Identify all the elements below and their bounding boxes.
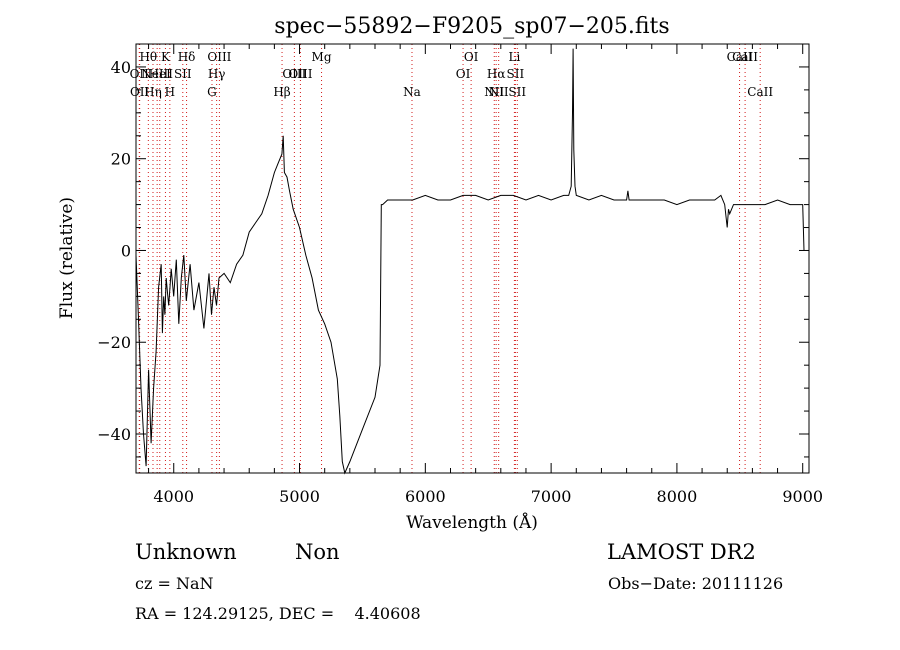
- y-tick-label: −40: [97, 425, 131, 444]
- spectral-line-label: SII: [508, 85, 526, 99]
- object-class: Unknown: [135, 540, 237, 564]
- survey-name: LAMOST DR2: [607, 540, 756, 564]
- spectral-line-label: CaII: [732, 50, 758, 64]
- spectral-line-label: Hβ: [273, 85, 290, 99]
- spectral-line-label: OII: [130, 67, 150, 81]
- spectral-line-label: Na: [403, 85, 421, 99]
- spectral-line-label: SII: [174, 67, 192, 81]
- spectral-line-label: HeI: [149, 67, 172, 81]
- y-tick-label: 0: [121, 241, 131, 260]
- spectral-line-label: OIII: [282, 67, 306, 81]
- x-tick-label: 7000: [531, 487, 572, 506]
- x-tick-label: 8000: [657, 487, 698, 506]
- spectral-line-label: CaII: [727, 50, 753, 64]
- x-tick-label: 9000: [782, 487, 823, 506]
- flux-series-line: [135, 48, 805, 475]
- spectral-line-label: Hα: [487, 67, 506, 81]
- spectral-line-label: CaII: [747, 85, 773, 99]
- spectral-line-label: Hδ: [178, 50, 196, 64]
- redshift-cz: cz = NaN: [135, 574, 214, 593]
- x-axis-label: Wavelength (Å): [406, 512, 538, 533]
- spectral-line-label: SII: [507, 67, 525, 81]
- spectral-line-label: NeIII: [141, 67, 173, 81]
- y-axis-label: Flux (relative): [57, 197, 77, 319]
- spectral-line-label: OIII: [207, 50, 231, 64]
- spectral-line-label: NII: [489, 85, 509, 99]
- spectral-line-label: H: [165, 85, 175, 99]
- x-tick-label: 6000: [405, 487, 446, 506]
- spectral-line-label: OI: [456, 67, 471, 81]
- spectral-line-label: G: [207, 85, 217, 99]
- y-axis-ticks: −40 −20 0 20 40: [97, 43, 809, 458]
- x-tick-label: 5000: [279, 487, 320, 506]
- spectral-line-label: Hθ: [139, 50, 157, 64]
- spectral-line-label: OIII: [288, 67, 312, 81]
- object-subclass: Non: [295, 540, 340, 564]
- spectral-line-label: K: [161, 50, 171, 64]
- spectral-line-label: Hγ: [208, 67, 226, 81]
- spectral-line-labels: OIIOIIHθHηNeIIIHeIKHSIIHδGHγOIIIHβOIIIOI…: [130, 50, 774, 99]
- spectral-line-label: Li: [508, 50, 520, 64]
- spectral-line-markers: [138, 44, 761, 473]
- chart-title: spec−55892−F9205_sp07−205.fits: [274, 14, 669, 39]
- y-tick-label: 40: [111, 58, 131, 77]
- plot-frame: [135, 43, 810, 474]
- spectral-line-label: Mg: [312, 50, 332, 64]
- x-axis-ticks: 4000 5000 6000 7000 8000 9000: [148, 44, 823, 506]
- spectral-line-label: NII: [484, 85, 504, 99]
- x-tick-label: 4000: [153, 487, 194, 506]
- y-tick-label: −20: [97, 333, 131, 352]
- spectral-line-label: OI: [464, 50, 479, 64]
- coordinates: RA = 124.29125, DEC = 4.40608: [135, 604, 421, 623]
- observation-date: Obs−Date: 20111126: [608, 574, 784, 593]
- spectral-line-label: Hη: [144, 85, 162, 99]
- spectral-line-label: OII: [130, 85, 150, 99]
- y-tick-label: 20: [111, 150, 131, 169]
